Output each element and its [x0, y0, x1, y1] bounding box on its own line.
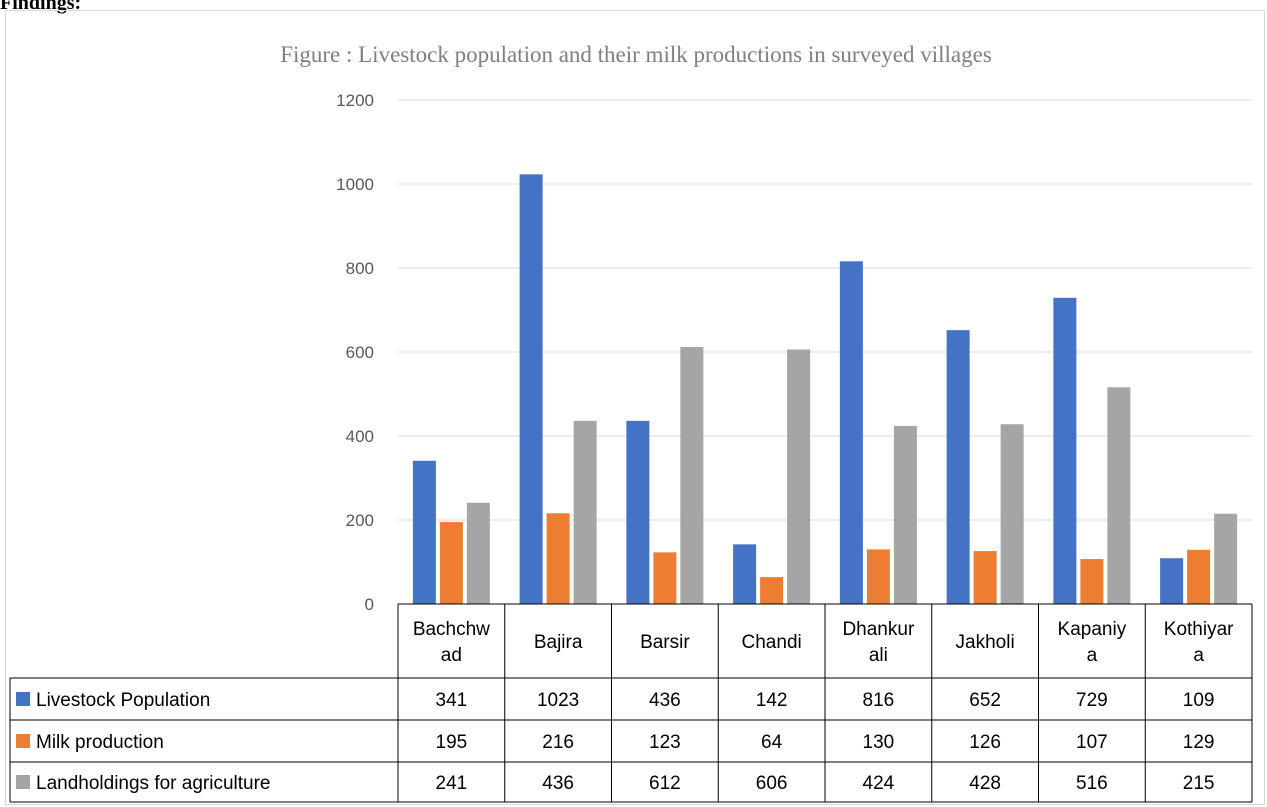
- bar: [893, 425, 917, 604]
- data-label: 64: [761, 732, 783, 753]
- data-label: 195: [436, 732, 468, 753]
- bar: [519, 174, 543, 604]
- x-tick-label: Barsir: [640, 632, 690, 653]
- bar: [1160, 558, 1184, 604]
- data-label: 129: [1183, 732, 1215, 753]
- bar: [1107, 387, 1131, 604]
- data-label: 424: [863, 773, 895, 794]
- x-tick-label: Kothiyar a: [1164, 619, 1234, 666]
- data-label: 126: [969, 732, 1001, 753]
- data-label: 606: [756, 773, 788, 794]
- x-tick-label: Jakholi: [956, 632, 1015, 653]
- data-label: 428: [969, 773, 1001, 794]
- y-tick-label: 1000: [336, 175, 374, 194]
- data-label: 341: [436, 690, 468, 711]
- data-label: 215: [1183, 773, 1215, 794]
- bar: [466, 502, 490, 604]
- data-table: Bachchw ad Bajira Barsir Chandi Dhankur ali Jak…: [9, 603, 1253, 803]
- data-label: 241: [436, 773, 468, 794]
- y-tick-label: 1200: [336, 91, 374, 110]
- data-label: 142: [756, 690, 788, 711]
- legend-swatch: [16, 734, 30, 748]
- x-tick-label: Bajira: [534, 632, 583, 653]
- x-tick-label: Dhankur ali: [842, 619, 914, 666]
- y-tick-label: 0: [365, 595, 374, 614]
- data-label: 652: [969, 690, 1001, 711]
- x-tick-label: Chandi: [742, 632, 802, 653]
- legend-swatch: [16, 692, 30, 706]
- chart-title: Figure : Livestock population and their …: [280, 42, 992, 67]
- y-axis-ticks: 0 200 400 600 800 1000 1200: [336, 91, 374, 614]
- chart-frame: [5, 10, 1265, 805]
- bar: [760, 577, 784, 604]
- legend-label: Landholdings for agriculture: [36, 773, 271, 794]
- legend-label: Milk production: [36, 732, 164, 753]
- bar: [546, 513, 570, 604]
- bar: [866, 549, 890, 604]
- bar: [839, 261, 863, 604]
- legend-swatch: [16, 775, 30, 789]
- bar: [439, 522, 463, 604]
- x-tick-label: Kapaniy a: [1058, 619, 1127, 666]
- bar: [1000, 424, 1024, 604]
- bar: [1053, 297, 1077, 604]
- bar: [653, 552, 677, 604]
- y-tick-label: 800: [346, 259, 374, 278]
- data-label: 729: [1076, 690, 1108, 711]
- data-label: 109: [1183, 690, 1215, 711]
- bar: [1214, 513, 1238, 604]
- data-label: 1023: [537, 690, 579, 711]
- data-label: 436: [542, 773, 574, 794]
- data-label: 516: [1076, 773, 1108, 794]
- bars: [412, 174, 1238, 604]
- bar: [412, 460, 436, 604]
- bar: [946, 330, 970, 604]
- data-label: 107: [1076, 732, 1108, 753]
- data-label: 436: [649, 690, 681, 711]
- bar: [733, 544, 757, 604]
- data-label: 816: [863, 690, 895, 711]
- bar: [626, 420, 650, 604]
- bar: [1187, 549, 1211, 604]
- bar: [787, 349, 811, 604]
- x-tick-label: Bachchw ad: [413, 619, 490, 666]
- data-label: 130: [863, 732, 895, 753]
- bar: [573, 420, 597, 604]
- y-tick-label: 400: [346, 427, 374, 446]
- bar: [680, 346, 704, 604]
- data-label: 216: [542, 732, 574, 753]
- y-tick-label: 600: [346, 343, 374, 362]
- y-tick-label: 200: [346, 511, 374, 530]
- bar: [1080, 559, 1104, 604]
- data-label: 123: [649, 732, 681, 753]
- legend-label: Livestock Population: [36, 690, 210, 711]
- bar: [973, 551, 997, 604]
- data-label: 612: [649, 773, 681, 794]
